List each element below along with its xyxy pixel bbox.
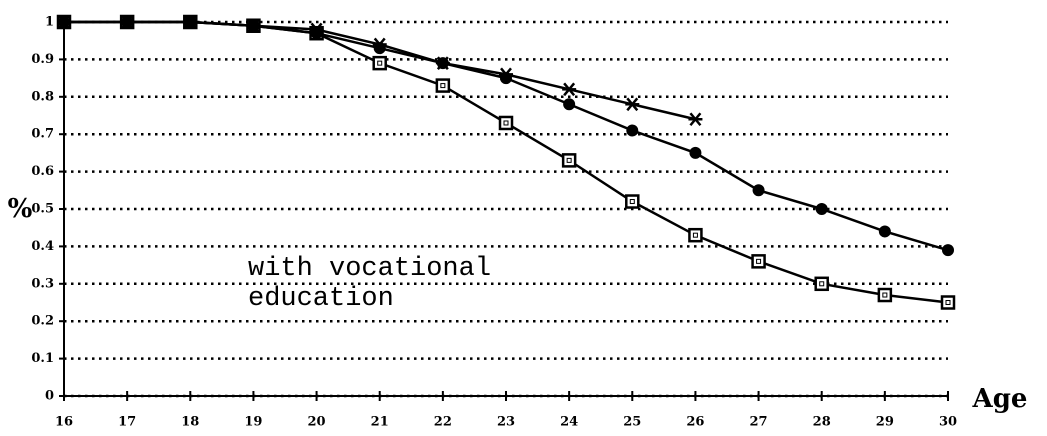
x-tick-label: 17 [118,415,136,430]
x-tick-label: 30 [939,415,957,430]
marker [57,15,71,29]
marker-inner [566,157,572,163]
marker [435,78,451,93]
marker [815,203,828,215]
series-line [64,20,949,252]
marker [120,15,135,29]
marker [877,287,893,303]
y-tick-label: 0.7 [31,127,54,142]
marker [246,18,261,33]
x-tick-label: 21 [371,415,389,430]
marker-stroke [58,15,70,29]
marker [878,225,891,238]
x-tick-label: 20 [308,415,326,430]
marker [183,15,198,29]
marker-stroke [121,15,134,29]
marker-inner [819,281,825,287]
marker-inner [377,60,383,66]
marker-stroke [373,37,386,52]
annotation: with vocational [248,254,491,284]
marker [626,124,639,137]
marker [814,276,829,292]
y-axis-label: % [8,194,33,224]
x-tick-label: 29 [876,415,894,430]
x-tick-label: 22 [434,415,452,430]
marker [625,194,640,209]
x-tick-label: 23 [497,415,515,430]
x-tick-label: 27 [750,415,768,430]
marker [499,67,513,82]
y-tick-label: 0.8 [31,89,54,104]
annotation: education [248,284,394,314]
marker-stroke [247,18,260,33]
marker-stroke [563,82,576,97]
marker-stroke [436,56,449,70]
y-tick-label: 0.5 [31,202,54,217]
series-line [64,20,949,304]
marker [752,184,765,197]
marker [561,153,577,168]
marker-stroke [500,67,512,82]
x-tick-label: 18 [181,415,199,430]
marker-stroke [310,22,323,37]
marker [435,56,450,70]
marker [942,244,954,257]
x-tick-label: 19 [244,415,262,430]
marker-stroke [184,15,197,29]
marker-stroke [689,112,702,127]
marker [563,98,576,111]
y-tick-label: 1 [45,15,54,30]
marker-inner [503,120,509,126]
marker-inner [882,292,888,298]
marker [688,112,703,127]
y-tick-label: 0.3 [31,276,54,291]
marker-inner [629,199,635,205]
marker [940,295,956,310]
x-tick-label: 24 [560,415,578,430]
marker-inner [692,232,698,238]
x-tick-label: 28 [813,415,831,430]
series-line [64,20,696,121]
x-tick-label: 25 [623,415,641,430]
marker [688,227,703,243]
marker [498,115,514,131]
marker-inner [945,300,951,305]
x-tick-label: 16 [55,415,73,430]
marker [372,55,387,71]
marker [309,22,324,37]
y-tick-label: 0.1 [31,351,54,366]
marker [372,37,387,52]
y-tick-label: 0.6 [31,164,54,179]
marker-inner [440,83,446,89]
marker [689,146,702,159]
marker [751,254,766,269]
marker [562,82,577,97]
x-tick-label: 26 [686,415,704,430]
marker-inner [756,258,762,264]
y-tick-label: 0.2 [31,314,54,329]
marker-stroke [626,97,639,112]
marker [625,97,640,112]
x-axis-label: Age [972,384,1028,414]
y-tick-label: 0 [45,389,54,404]
y-tick-label: 0.4 [31,239,54,254]
y-tick-label: 0.9 [31,52,54,67]
